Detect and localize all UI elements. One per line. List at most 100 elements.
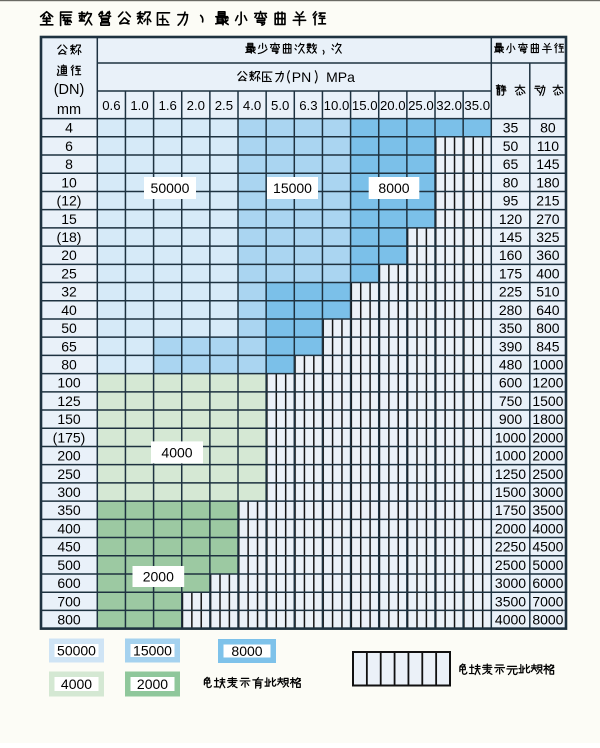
svg-text:1.0: 1.0 (130, 98, 148, 113)
svg-text:95: 95 (503, 193, 519, 209)
svg-text:(18): (18) (57, 229, 82, 245)
svg-text:(175): (175) (53, 429, 86, 445)
svg-text:2.5: 2.5 (215, 98, 233, 113)
svg-text:50: 50 (61, 320, 77, 336)
svg-text:1200: 1200 (532, 375, 563, 391)
svg-text:3000: 3000 (495, 575, 526, 591)
svg-text:2000: 2000 (137, 676, 168, 692)
svg-text:360: 360 (536, 247, 560, 263)
svg-text:750: 750 (499, 393, 523, 409)
svg-text:350: 350 (57, 502, 81, 518)
svg-text:4.0: 4.0 (243, 98, 261, 113)
svg-text:800: 800 (536, 320, 560, 336)
svg-text:600: 600 (57, 575, 81, 591)
svg-text:8: 8 (65, 156, 73, 172)
svg-text:125: 125 (57, 393, 81, 409)
svg-text:mm: mm (57, 102, 81, 118)
svg-text:1000: 1000 (495, 448, 526, 464)
svg-text:175: 175 (499, 265, 523, 281)
svg-text:3000: 3000 (532, 484, 563, 500)
svg-text:280: 280 (499, 302, 523, 318)
svg-text:900: 900 (499, 411, 523, 427)
svg-text:40: 40 (61, 302, 77, 318)
svg-text:200: 200 (57, 448, 81, 464)
svg-text:6.3: 6.3 (299, 98, 317, 113)
svg-text:20.0: 20.0 (380, 98, 406, 113)
svg-text:400: 400 (57, 520, 81, 536)
svg-text:2000: 2000 (143, 569, 174, 585)
svg-text:800: 800 (57, 612, 81, 628)
svg-text:4000: 4000 (532, 520, 563, 536)
svg-text:3500: 3500 (495, 593, 526, 609)
svg-text:180: 180 (536, 174, 560, 190)
svg-text:1750: 1750 (495, 502, 526, 518)
svg-text:80: 80 (540, 120, 556, 136)
svg-text:25: 25 (61, 265, 77, 281)
svg-text:50000: 50000 (151, 180, 190, 196)
svg-text:390: 390 (499, 338, 523, 354)
svg-text:80: 80 (503, 174, 519, 190)
svg-text:1000: 1000 (495, 429, 526, 445)
svg-text:4000: 4000 (161, 444, 192, 460)
svg-text:270: 270 (536, 211, 560, 227)
svg-text:35.0: 35.0 (464, 98, 490, 113)
svg-text:4000: 4000 (61, 676, 92, 692)
svg-text:2.0: 2.0 (187, 98, 205, 113)
svg-text:8000: 8000 (532, 612, 563, 628)
svg-text:(DN): (DN) (54, 82, 85, 98)
svg-text:845: 845 (536, 338, 560, 354)
svg-text:145: 145 (536, 156, 560, 172)
svg-text:150: 150 (57, 411, 81, 427)
svg-text:1500: 1500 (532, 393, 563, 409)
svg-text:4000: 4000 (495, 612, 526, 628)
svg-text:480: 480 (499, 357, 523, 373)
svg-text:MPa: MPa (326, 69, 355, 85)
svg-text:50: 50 (503, 138, 519, 154)
svg-text:32.0: 32.0 (436, 98, 462, 113)
svg-text:700: 700 (57, 593, 81, 609)
svg-text:4: 4 (65, 120, 73, 136)
svg-text:2000: 2000 (532, 429, 563, 445)
svg-text:65: 65 (503, 156, 519, 172)
svg-text:1.6: 1.6 (159, 98, 177, 113)
svg-text:5000: 5000 (532, 557, 563, 573)
svg-text:510: 510 (536, 284, 560, 300)
svg-text:1800: 1800 (532, 411, 563, 427)
svg-text:6: 6 (65, 138, 73, 154)
svg-text:250: 250 (57, 466, 81, 482)
svg-text:0.6: 0.6 (102, 98, 120, 113)
svg-text:10: 10 (61, 174, 77, 190)
svg-text:2500: 2500 (532, 466, 563, 482)
svg-text:600: 600 (499, 375, 523, 391)
svg-text:32: 32 (61, 284, 77, 300)
svg-text:6000: 6000 (532, 575, 563, 591)
svg-text:25.0: 25.0 (408, 98, 434, 113)
svg-text:4500: 4500 (532, 539, 563, 555)
svg-text:225: 225 (499, 284, 523, 300)
svg-text:50000: 50000 (57, 643, 96, 659)
svg-text:400: 400 (536, 265, 560, 281)
svg-text:100: 100 (57, 375, 81, 391)
svg-text:110: 110 (537, 138, 560, 154)
svg-text:640: 640 (536, 302, 560, 318)
svg-text:8000: 8000 (231, 643, 262, 659)
svg-text:300: 300 (57, 484, 81, 500)
svg-text:10.0: 10.0 (324, 98, 350, 113)
svg-text:1000: 1000 (532, 357, 563, 373)
svg-text:350: 350 (499, 320, 523, 336)
svg-text:80: 80 (61, 357, 77, 373)
svg-text:15000: 15000 (133, 643, 172, 659)
svg-text:8000: 8000 (378, 180, 409, 196)
svg-text:500: 500 (57, 557, 81, 573)
svg-text:215: 215 (536, 193, 560, 209)
svg-text:15: 15 (61, 211, 77, 227)
svg-text:1250: 1250 (495, 466, 526, 482)
svg-text:65: 65 (61, 338, 77, 354)
svg-text:2000: 2000 (495, 520, 526, 536)
svg-text:145: 145 (499, 229, 523, 245)
svg-text:35: 35 (503, 120, 519, 136)
svg-text:2500: 2500 (495, 557, 526, 573)
svg-text:325: 325 (536, 229, 560, 245)
svg-text:5.0: 5.0 (271, 98, 289, 113)
svg-text:160: 160 (499, 247, 523, 263)
